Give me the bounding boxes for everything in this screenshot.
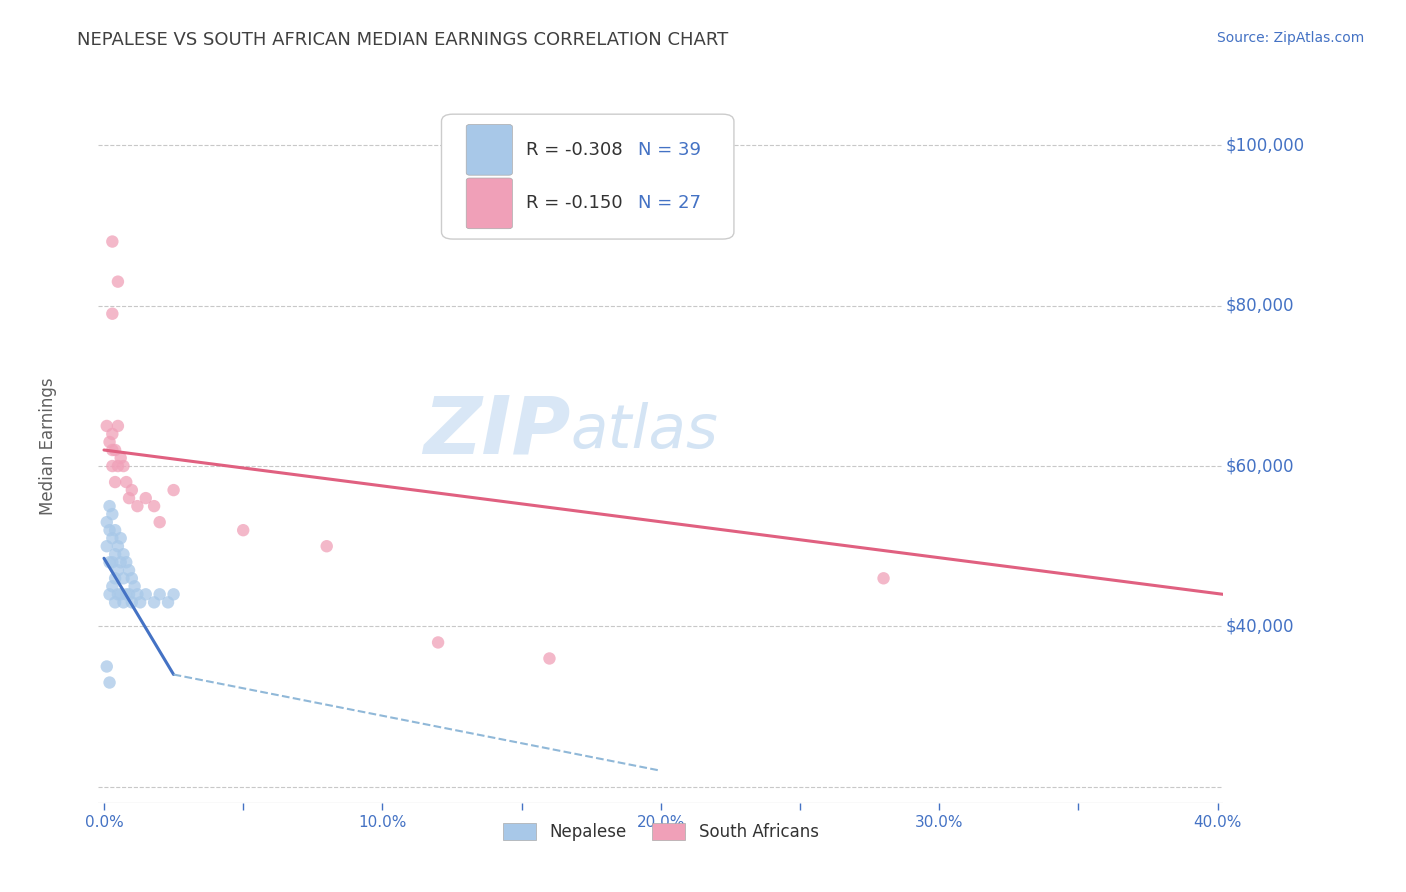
Point bbox=[112, 595, 135, 609]
Point bbox=[135, 587, 157, 601]
Legend: Nepalese, South Africans: Nepalese, South Africans bbox=[496, 816, 825, 848]
Point bbox=[143, 595, 166, 609]
Text: $60,000: $60,000 bbox=[1226, 457, 1294, 475]
Point bbox=[101, 555, 124, 569]
FancyBboxPatch shape bbox=[441, 114, 734, 239]
Point bbox=[115, 587, 138, 601]
Point bbox=[232, 523, 254, 537]
Text: $40,000: $40,000 bbox=[1226, 617, 1294, 635]
Point bbox=[107, 458, 129, 473]
Point bbox=[98, 523, 121, 537]
Point bbox=[135, 491, 157, 505]
FancyBboxPatch shape bbox=[467, 178, 512, 228]
Point bbox=[121, 595, 143, 609]
Point bbox=[427, 635, 450, 649]
Text: ZIP: ZIP bbox=[423, 392, 571, 471]
Point bbox=[124, 579, 146, 593]
Point bbox=[101, 458, 124, 473]
Point bbox=[98, 499, 121, 513]
Text: NEPALESE VS SOUTH AFRICAN MEDIAN EARNINGS CORRELATION CHART: NEPALESE VS SOUTH AFRICAN MEDIAN EARNING… bbox=[77, 31, 728, 49]
Point bbox=[101, 235, 124, 249]
Point bbox=[157, 595, 180, 609]
Text: N = 27: N = 27 bbox=[638, 194, 702, 212]
Point bbox=[101, 442, 124, 457]
Point bbox=[104, 547, 127, 561]
Text: atlas: atlas bbox=[571, 402, 718, 461]
Point bbox=[115, 475, 138, 489]
Point bbox=[315, 539, 337, 553]
Point bbox=[110, 587, 132, 601]
Point bbox=[127, 499, 149, 513]
Point bbox=[98, 435, 121, 450]
Point bbox=[101, 427, 124, 442]
Point bbox=[101, 531, 124, 545]
Point bbox=[110, 531, 132, 545]
Point bbox=[121, 571, 143, 585]
Point bbox=[149, 587, 172, 601]
Text: R = -0.150: R = -0.150 bbox=[526, 194, 623, 212]
Text: Median Earnings: Median Earnings bbox=[39, 377, 56, 515]
Point bbox=[96, 419, 118, 434]
Point bbox=[101, 579, 124, 593]
Point bbox=[96, 659, 118, 673]
Point bbox=[129, 595, 152, 609]
Point bbox=[98, 555, 121, 569]
Point bbox=[121, 483, 143, 497]
Point bbox=[162, 483, 184, 497]
Text: N = 39: N = 39 bbox=[638, 141, 702, 159]
Point bbox=[143, 499, 166, 513]
Point bbox=[98, 587, 121, 601]
Point bbox=[538, 651, 561, 665]
Text: $100,000: $100,000 bbox=[1226, 136, 1305, 154]
FancyBboxPatch shape bbox=[467, 125, 512, 175]
Point bbox=[872, 571, 894, 585]
Point bbox=[118, 587, 141, 601]
Point bbox=[118, 563, 141, 577]
Point bbox=[104, 595, 127, 609]
Point bbox=[107, 275, 129, 289]
Point bbox=[110, 555, 132, 569]
Point bbox=[118, 491, 141, 505]
Point bbox=[98, 675, 121, 690]
Point bbox=[107, 419, 129, 434]
Point bbox=[112, 571, 135, 585]
Point bbox=[107, 539, 129, 553]
Point bbox=[127, 587, 149, 601]
Point bbox=[104, 523, 127, 537]
Point bbox=[107, 563, 129, 577]
Point bbox=[104, 571, 127, 585]
Text: $80,000: $80,000 bbox=[1226, 297, 1294, 315]
Point bbox=[101, 307, 124, 321]
Point bbox=[96, 539, 118, 553]
Point bbox=[149, 515, 172, 529]
Point bbox=[112, 458, 135, 473]
Point bbox=[104, 442, 127, 457]
Point bbox=[110, 450, 132, 465]
Point bbox=[107, 587, 129, 601]
Point bbox=[96, 515, 118, 529]
Text: Source: ZipAtlas.com: Source: ZipAtlas.com bbox=[1216, 31, 1364, 45]
Point bbox=[115, 555, 138, 569]
Point bbox=[104, 475, 127, 489]
Point bbox=[112, 547, 135, 561]
Point bbox=[101, 507, 124, 521]
Point bbox=[162, 587, 184, 601]
Text: R = -0.308: R = -0.308 bbox=[526, 141, 623, 159]
